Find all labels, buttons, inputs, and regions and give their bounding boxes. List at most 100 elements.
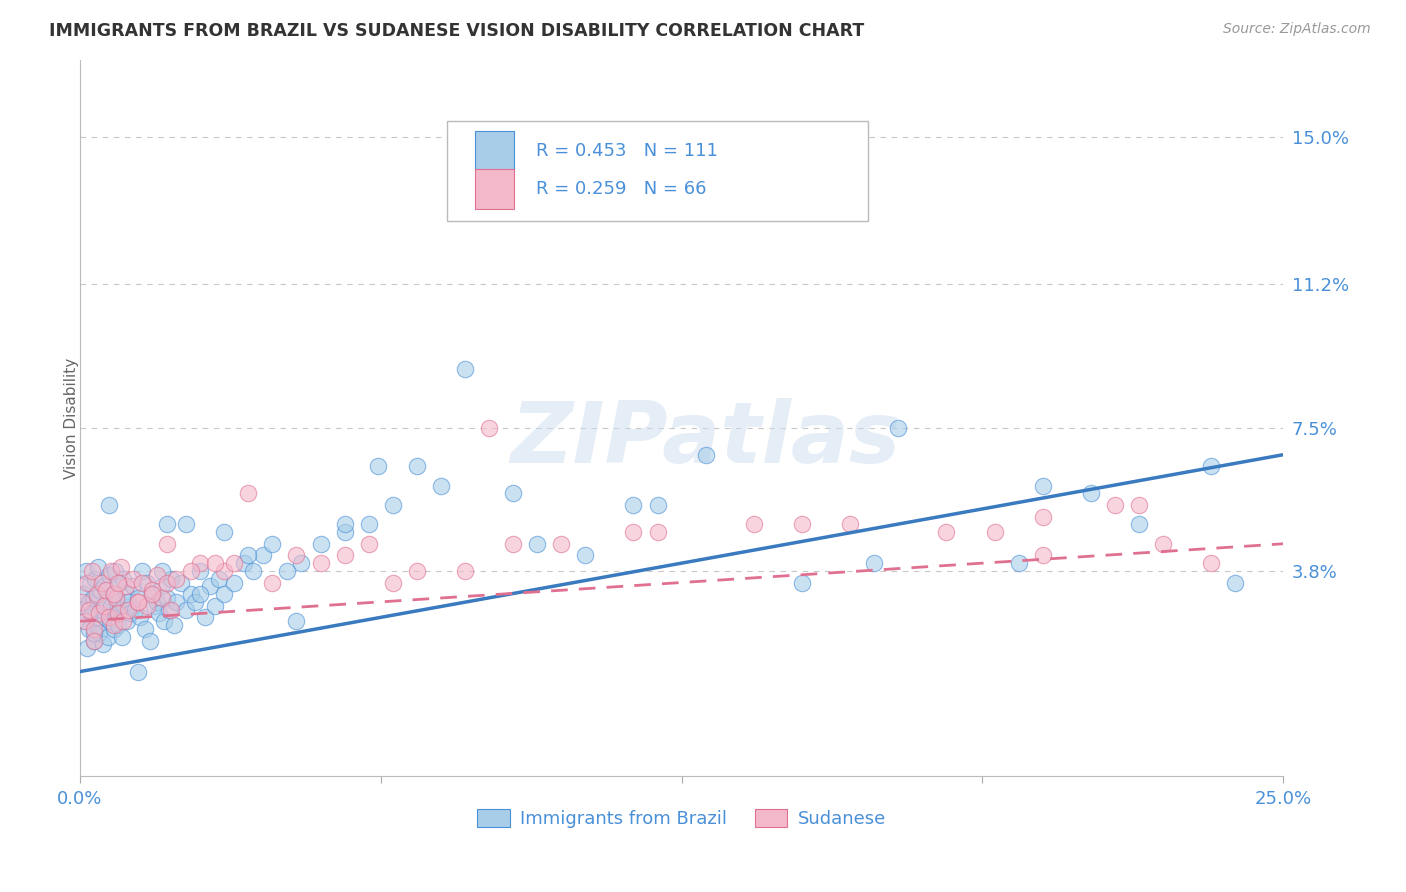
Point xyxy=(1225,575,1247,590)
Point xyxy=(155,591,177,605)
Point xyxy=(647,498,669,512)
Point xyxy=(574,549,596,563)
Point xyxy=(1199,556,1222,570)
Point xyxy=(79,575,101,590)
Point xyxy=(131,575,153,590)
Point xyxy=(232,556,254,570)
Point xyxy=(1032,478,1054,492)
Point xyxy=(138,633,160,648)
Point xyxy=(97,567,120,582)
Point xyxy=(97,630,120,644)
Point xyxy=(93,579,115,593)
Point xyxy=(89,583,111,598)
Point xyxy=(550,537,572,551)
Point xyxy=(73,614,96,628)
Point xyxy=(309,537,332,551)
FancyBboxPatch shape xyxy=(447,120,868,221)
Point xyxy=(188,564,211,578)
Point xyxy=(84,572,107,586)
Point xyxy=(96,595,118,609)
Point xyxy=(333,525,356,540)
Point xyxy=(1104,498,1126,512)
Point xyxy=(1128,517,1150,532)
Point xyxy=(790,517,813,532)
Point xyxy=(83,633,105,648)
Point xyxy=(110,602,132,616)
Point xyxy=(454,564,477,578)
Point xyxy=(290,556,312,570)
Point xyxy=(112,599,135,613)
Point xyxy=(103,618,125,632)
Point xyxy=(790,575,813,590)
Point xyxy=(107,618,129,632)
Y-axis label: Vision Disability: Vision Disability xyxy=(65,358,79,478)
Point xyxy=(100,599,122,613)
Point xyxy=(454,362,477,376)
Point xyxy=(80,607,103,621)
Point xyxy=(79,602,101,616)
Point xyxy=(204,556,226,570)
Point xyxy=(839,517,862,532)
Point xyxy=(91,638,114,652)
Point xyxy=(83,633,105,648)
Point xyxy=(155,537,177,551)
Point xyxy=(150,591,173,605)
Point xyxy=(124,602,146,616)
Point xyxy=(93,599,115,613)
Point xyxy=(160,602,183,616)
Point xyxy=(188,556,211,570)
Point xyxy=(405,459,427,474)
Point xyxy=(150,564,173,578)
Point xyxy=(863,556,886,570)
Point xyxy=(502,486,524,500)
Point xyxy=(101,587,124,601)
Point xyxy=(143,599,166,613)
Point xyxy=(623,525,645,540)
Point xyxy=(107,595,129,609)
Point xyxy=(695,448,717,462)
FancyBboxPatch shape xyxy=(475,131,515,170)
Point xyxy=(357,517,380,532)
Point xyxy=(262,537,284,551)
Point xyxy=(127,595,149,609)
Text: R = 0.259   N = 66: R = 0.259 N = 66 xyxy=(536,180,706,198)
Point xyxy=(180,587,202,601)
Point xyxy=(150,579,173,593)
Point xyxy=(141,587,163,601)
Point xyxy=(153,614,176,628)
Point xyxy=(160,572,183,586)
Point xyxy=(742,517,765,532)
Point xyxy=(107,575,129,590)
Point xyxy=(114,579,136,593)
Point xyxy=(73,614,96,628)
Point xyxy=(112,572,135,586)
Point xyxy=(87,560,110,574)
Point xyxy=(357,537,380,551)
Point xyxy=(111,630,134,644)
Point xyxy=(103,622,125,636)
Point xyxy=(165,595,187,609)
Point xyxy=(94,610,117,624)
Point xyxy=(104,591,127,605)
Point xyxy=(96,583,118,598)
Point xyxy=(100,564,122,578)
Point xyxy=(155,575,177,590)
Point xyxy=(170,575,193,590)
Point xyxy=(405,564,427,578)
Point xyxy=(285,549,308,563)
Point xyxy=(935,525,957,540)
Point xyxy=(222,556,245,570)
Point xyxy=(136,575,159,590)
Point xyxy=(238,486,260,500)
Point xyxy=(180,564,202,578)
Point xyxy=(80,564,103,578)
Point xyxy=(112,614,135,628)
Point xyxy=(1032,509,1054,524)
Point xyxy=(1199,459,1222,474)
Point xyxy=(129,610,152,624)
Point xyxy=(89,625,111,640)
Point xyxy=(108,575,131,590)
Point xyxy=(333,517,356,532)
Point xyxy=(131,564,153,578)
Point xyxy=(623,498,645,512)
